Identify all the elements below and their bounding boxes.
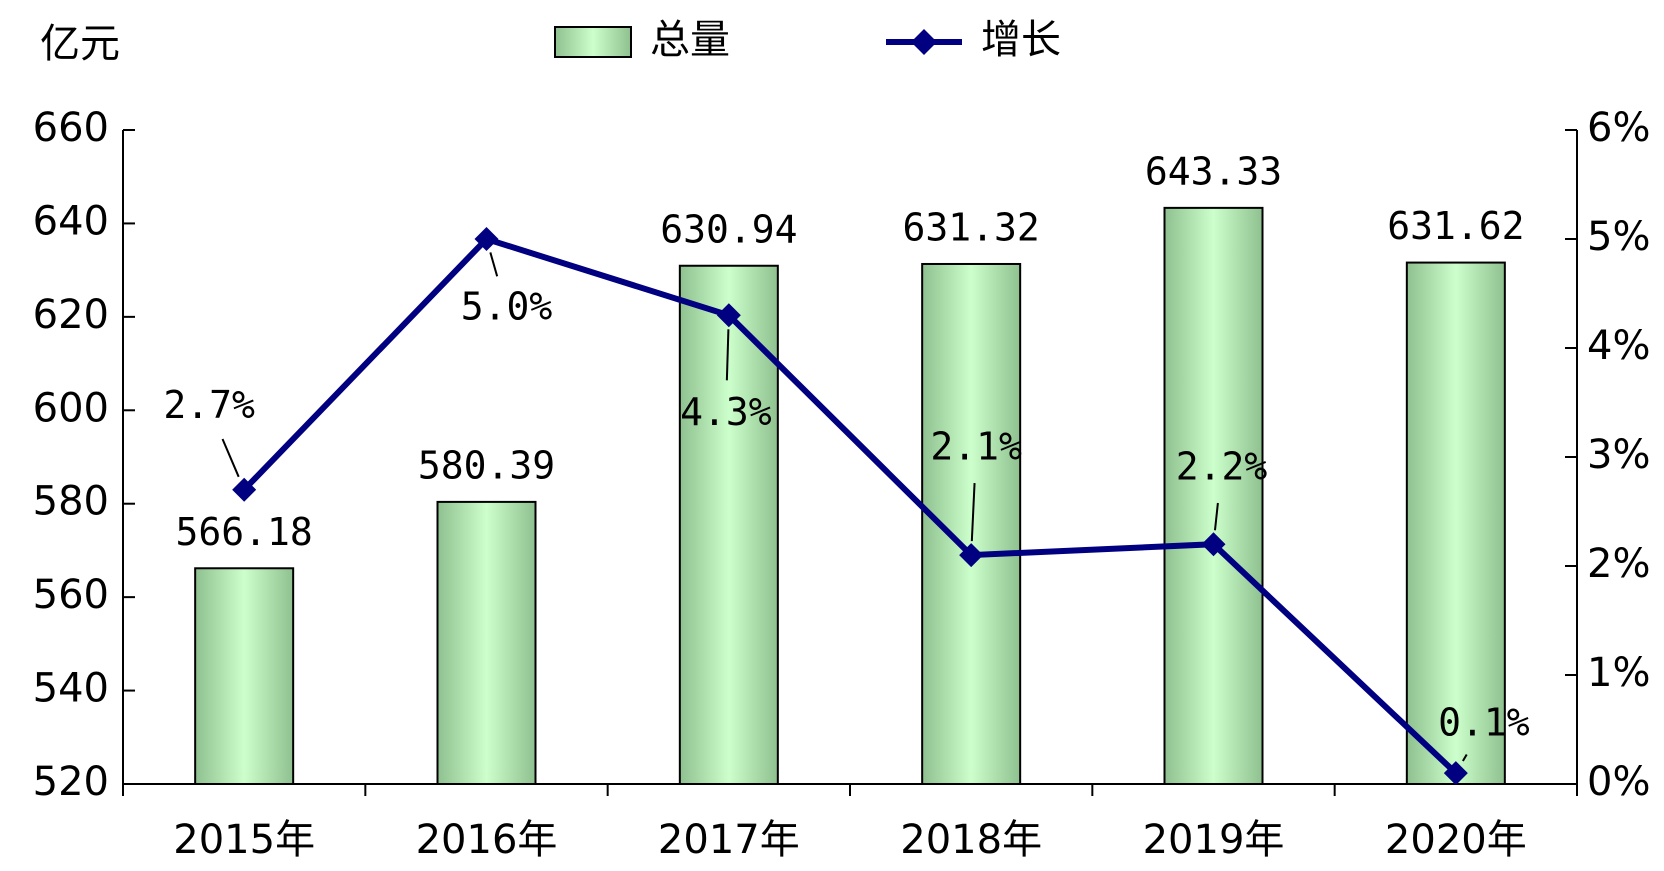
y-tick-label: 620 — [33, 292, 109, 338]
line-marker — [474, 227, 499, 251]
x-tick-label: 2020年 — [1385, 817, 1527, 863]
bar-value-label: 566.18 — [176, 510, 313, 554]
leader-line — [1462, 753, 1468, 762]
bar — [436, 500, 537, 785]
line-value-label: 5.0% — [461, 285, 553, 329]
y2-tick-label: 0% — [1587, 759, 1650, 805]
bar-value-label: 580.39 — [418, 443, 555, 487]
leader-line — [725, 329, 730, 381]
line-value-label: 4.3% — [680, 390, 772, 434]
line-marker — [1443, 761, 1468, 786]
y2-tick-label: 3% — [1587, 432, 1650, 478]
x-tick-label: 2018年 — [900, 817, 1042, 863]
y-tick-label: 640 — [33, 198, 109, 244]
leader-line — [489, 252, 499, 277]
bar — [678, 264, 779, 785]
line-value-label: 2.2% — [1176, 445, 1268, 489]
x-tick-label: 2019年 — [1143, 817, 1285, 863]
line-marker — [959, 543, 984, 568]
y2-tick-label: 6% — [1587, 105, 1650, 151]
y2-tick-label: 2% — [1587, 541, 1650, 587]
y-tick-label: 660 — [33, 105, 109, 151]
bar — [194, 567, 295, 786]
line-marker — [1201, 532, 1226, 557]
y-tick-label: 580 — [33, 479, 109, 525]
legend-marker — [911, 29, 937, 55]
leader-line — [1213, 502, 1219, 531]
line-marker — [232, 477, 257, 502]
y2-tick-label: 4% — [1587, 323, 1650, 369]
x-tick-label: 2015年 — [173, 817, 315, 863]
leader-line — [221, 438, 240, 478]
leader-line — [970, 483, 976, 542]
y-tick-label: 560 — [33, 572, 109, 618]
line-value-label: 0.1% — [1438, 701, 1530, 745]
x-tick-label: 2016年 — [416, 817, 558, 863]
bar-value-label: 631.62 — [1387, 204, 1524, 248]
legend-label: 增长 — [981, 17, 1061, 63]
line-value-label: 2.1% — [930, 425, 1022, 469]
y-axis-title: 亿元 — [40, 21, 120, 67]
y2-tick-label: 5% — [1587, 214, 1650, 260]
bar-value-label: 630.94 — [660, 207, 797, 251]
y2-tick-label: 1% — [1587, 650, 1650, 696]
line-value-label: 2.7% — [163, 383, 255, 427]
legend-swatch — [554, 26, 632, 58]
x-tick-label: 2017年 — [658, 817, 800, 863]
legend-label: 总量 — [650, 17, 730, 63]
y-tick-label: 600 — [33, 385, 109, 431]
bar-value-label: 643.33 — [1145, 149, 1282, 193]
line — [242, 235, 1458, 776]
bar-value-label: 631.32 — [903, 205, 1040, 249]
y-tick-label: 520 — [33, 759, 109, 805]
bar — [1163, 206, 1264, 785]
line-marker — [716, 303, 741, 328]
y-tick-label: 540 — [33, 666, 109, 712]
